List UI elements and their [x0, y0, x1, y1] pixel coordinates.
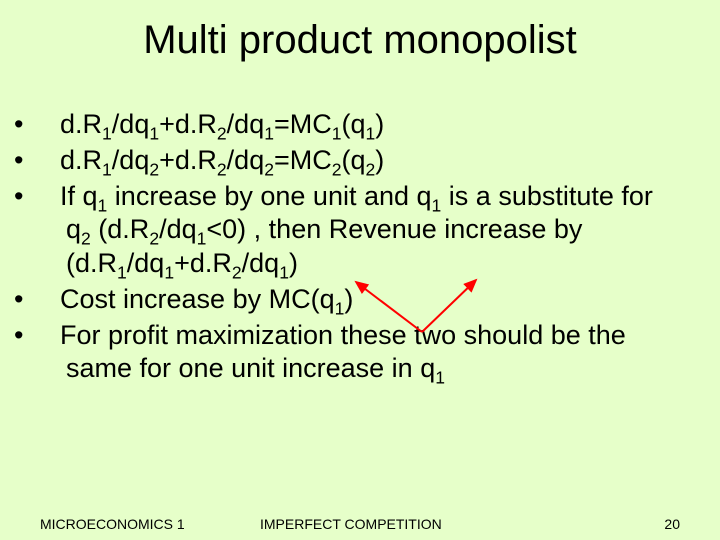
footer-page-number: 20: [664, 516, 680, 532]
bullet-text: If q1 increase by one unit and q1 is a s…: [60, 181, 653, 279]
slide: Multi product monopolist •d.R1/dq1+d.R2/…: [0, 0, 720, 540]
bullet-text: d.R1/dq1+d.R2/dq1=MC1(q1): [60, 109, 384, 139]
slide-content: •d.R1/dq1+d.R2/dq1=MC1(q1) •d.R1/dq2+d.R…: [40, 108, 680, 388]
bullet-item: •If q1 increase by one unit and q1 is a …: [40, 180, 680, 281]
bullet-item: •Cost increase by MC(q1): [40, 283, 680, 317]
bullet-text: d.R1/dq2+d.R2/dq2=MC2(q2): [60, 145, 384, 175]
bullet-item: •For profit maximization these two shoul…: [40, 319, 680, 387]
bullet-item: •d.R1/dq2+d.R2/dq2=MC2(q2): [40, 144, 680, 178]
slide-title: Multi product monopolist: [0, 18, 720, 63]
footer-center: IMPERFECT COMPETITION: [260, 516, 442, 532]
bullet-item: •d.R1/dq1+d.R2/dq1=MC1(q1): [40, 108, 680, 142]
bullet-text: Cost increase by MC(q1): [60, 284, 353, 314]
footer-left: MICROECONOMICS 1: [40, 516, 185, 532]
bullet-list: •d.R1/dq1+d.R2/dq1=MC1(q1) •d.R1/dq2+d.R…: [40, 108, 680, 386]
bullet-text: For profit maximization these two should…: [60, 320, 626, 384]
